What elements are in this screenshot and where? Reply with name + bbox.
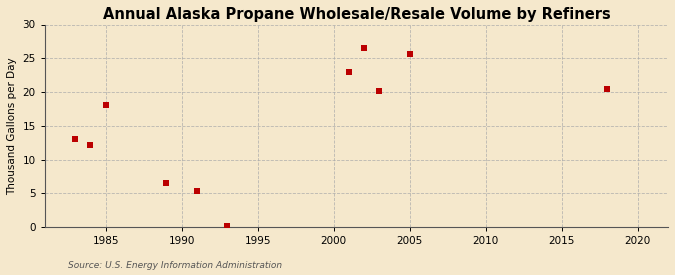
- Point: [192, 189, 202, 193]
- Point: [374, 89, 385, 94]
- Y-axis label: Thousand Gallons per Day: Thousand Gallons per Day: [7, 57, 17, 195]
- Point: [70, 137, 80, 141]
- Point: [344, 70, 354, 74]
- Point: [222, 224, 233, 228]
- Point: [161, 181, 172, 185]
- Text: Source: U.S. Energy Information Administration: Source: U.S. Energy Information Administ…: [68, 260, 281, 270]
- Point: [358, 46, 369, 50]
- Title: Annual Alaska Propane Wholesale/Resale Volume by Refiners: Annual Alaska Propane Wholesale/Resale V…: [103, 7, 610, 22]
- Point: [85, 143, 96, 148]
- Point: [100, 103, 111, 107]
- Point: [404, 52, 415, 56]
- Point: [602, 86, 613, 91]
